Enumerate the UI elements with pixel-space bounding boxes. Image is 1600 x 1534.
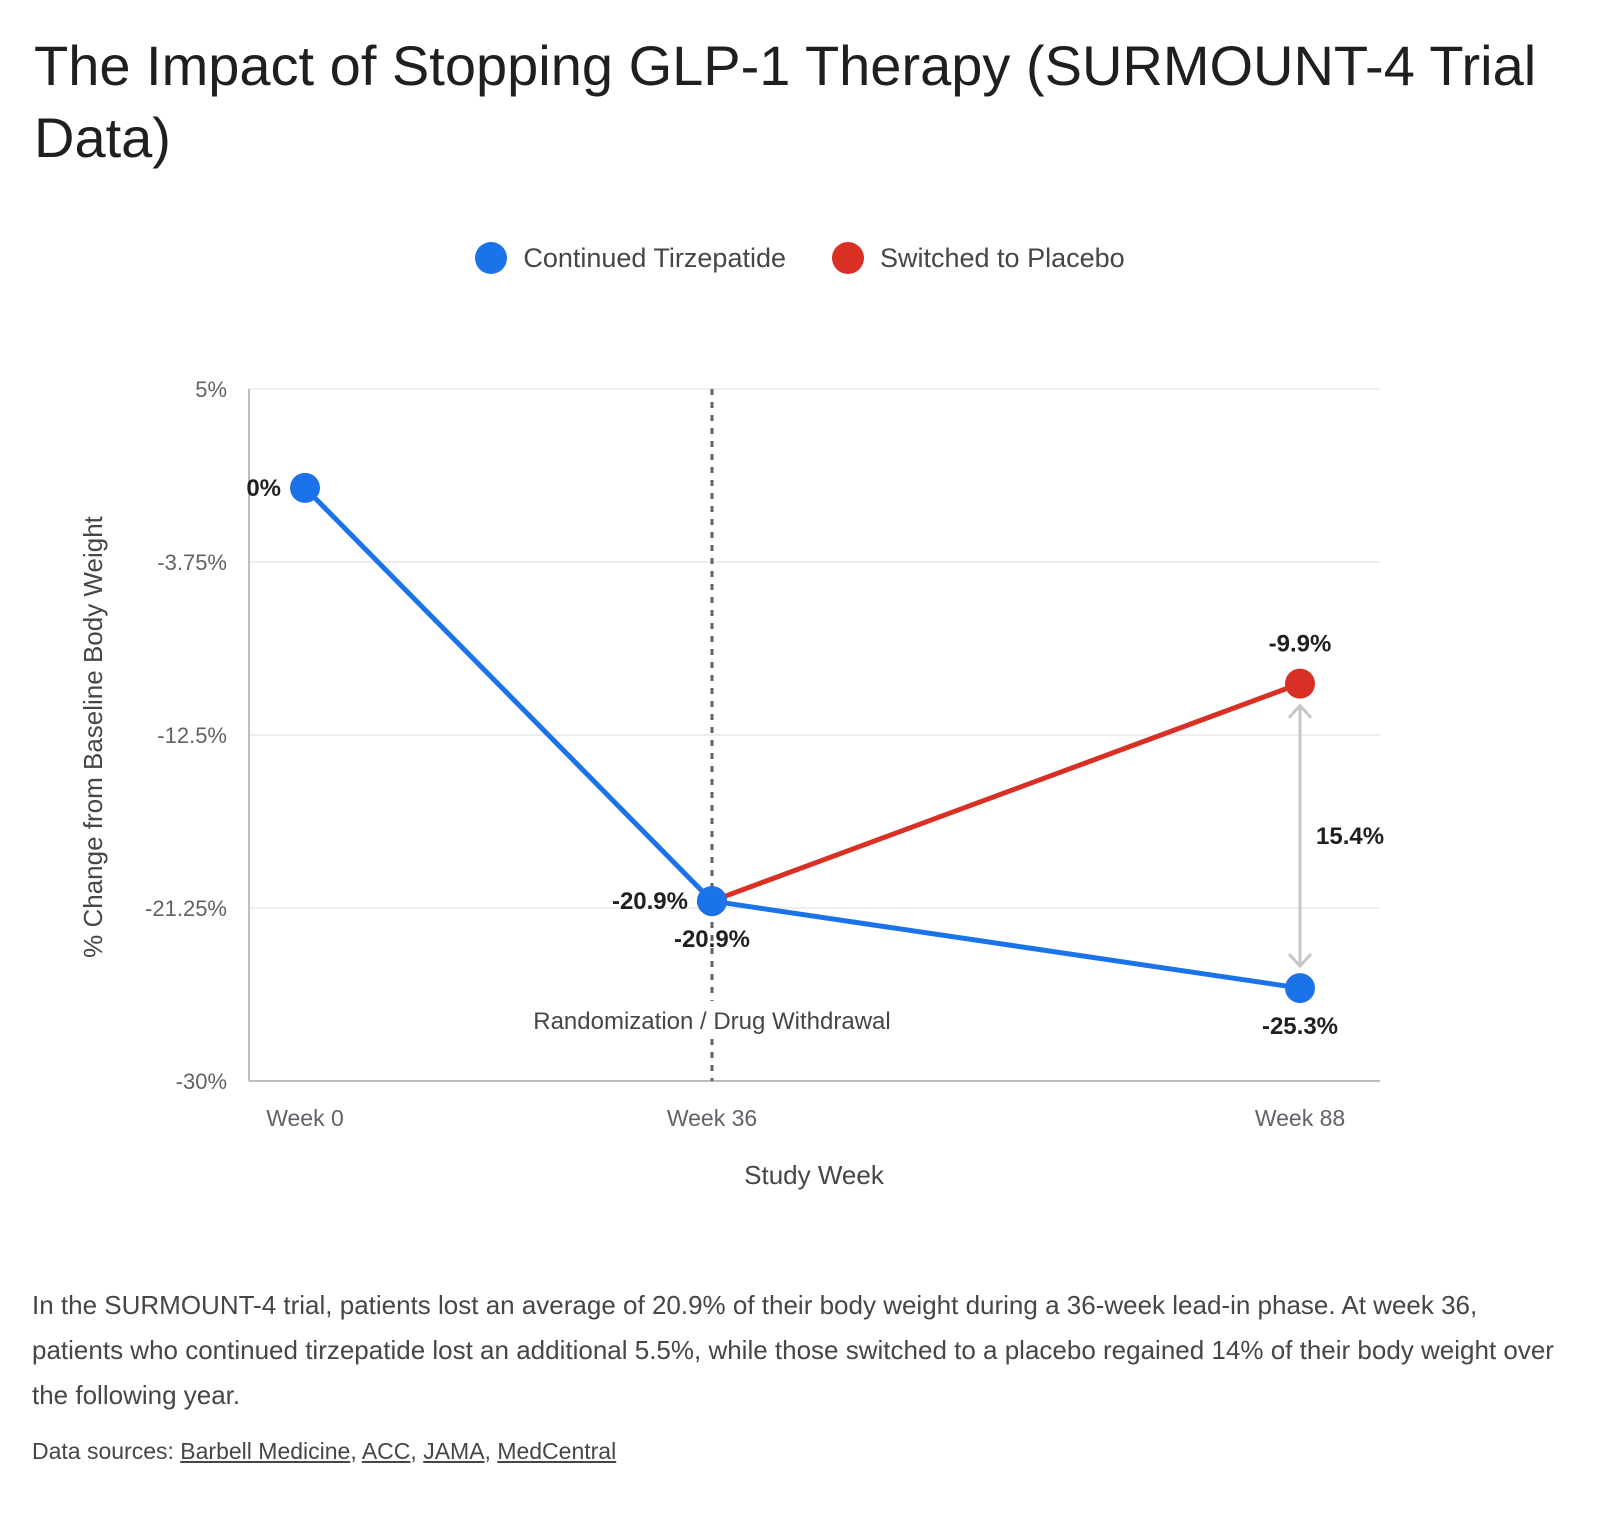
source-link-acc[interactable]: ACC bbox=[361, 1438, 411, 1464]
data-label: -25.3% bbox=[1262, 1013, 1338, 1040]
y-tick-label: -3.75% bbox=[157, 550, 227, 575]
data-point-placebo bbox=[1285, 668, 1315, 699]
y-tick-label: -30% bbox=[176, 1069, 227, 1094]
source-link-jama[interactable]: JAMA bbox=[423, 1438, 485, 1464]
chart-title: The Impact of Stopping GLP-1 Therapy (SU… bbox=[34, 34, 1537, 169]
legend-item-continued[interactable]: Continued Tirzepatide bbox=[475, 242, 786, 274]
y-tick-label: -12.5% bbox=[157, 723, 227, 748]
series-line-placebo bbox=[709, 681, 1303, 904]
data-label: -20.9% bbox=[674, 926, 750, 953]
sources-line: Data sources: Barbell Medicine, ACC, JAM… bbox=[32, 1438, 617, 1464]
legend-label-placebo: Switched to Placebo bbox=[880, 242, 1125, 273]
y-tick-label: -21.25% bbox=[145, 896, 227, 921]
legend-swatch-placebo bbox=[832, 242, 864, 274]
gap-arrow-head-top bbox=[1287, 703, 1313, 719]
series-layer bbox=[290, 472, 1315, 1004]
x-tick-label: Week 0 bbox=[266, 1105, 344, 1131]
data-label: 0% bbox=[246, 475, 281, 502]
x-axis-title: Study Week bbox=[744, 1160, 885, 1190]
gap-label: 15.4% bbox=[1316, 823, 1384, 850]
legend-swatch-continued bbox=[475, 242, 508, 274]
randomization-label: Randomization / Drug Withdrawal bbox=[533, 1008, 890, 1035]
gap-arrow-head-bottom bbox=[1287, 953, 1313, 969]
x-tick-label: Week 88 bbox=[1255, 1105, 1345, 1131]
legend: Continued Tirzepatide Switched to Placeb… bbox=[0, 242, 1600, 274]
randomization-label-bg bbox=[515, 1001, 911, 1037]
legend-label-continued: Continued Tirzepatide bbox=[523, 242, 786, 273]
y-axis-title: % Change from Baseline Body Weight bbox=[78, 515, 108, 958]
y-tick-label: 5% bbox=[195, 377, 227, 402]
legend-item-placebo[interactable]: Switched to Placebo bbox=[832, 242, 1125, 274]
source-link-medcentral[interactable]: MedCentral bbox=[497, 1438, 617, 1464]
source-link-barbell-medicine[interactable]: Barbell Medicine bbox=[180, 1438, 351, 1464]
annotation-layer: Randomization / Drug Withdrawal bbox=[515, 389, 1313, 1081]
data-point-continued bbox=[697, 886, 727, 917]
data-point-continued bbox=[1285, 973, 1315, 1004]
data-label: -20.9% bbox=[612, 888, 688, 915]
data-point-continued bbox=[290, 472, 320, 503]
grid-layer bbox=[249, 388, 1380, 909]
data-label: -9.9% bbox=[1269, 631, 1332, 658]
summary-text: In the SURMOUNT-4 trial, patients lost a… bbox=[32, 1290, 1554, 1410]
x-tick-label: Week 36 bbox=[667, 1105, 757, 1131]
line-chart: 5% -3.75% -12.5% -21.25% -30% Week 0 Week 36 We… bbox=[78, 377, 1384, 1190]
label-layer: 15.4% 0% -20.9% -25.3% -20.9% -9.9% bbox=[246, 475, 1384, 1040]
sources-prefix: Data sources: bbox=[32, 1438, 181, 1464]
axis-layer: 5% -3.75% -12.5% -21.25% -30% Week 0 Week 36 We… bbox=[78, 377, 1380, 1190]
